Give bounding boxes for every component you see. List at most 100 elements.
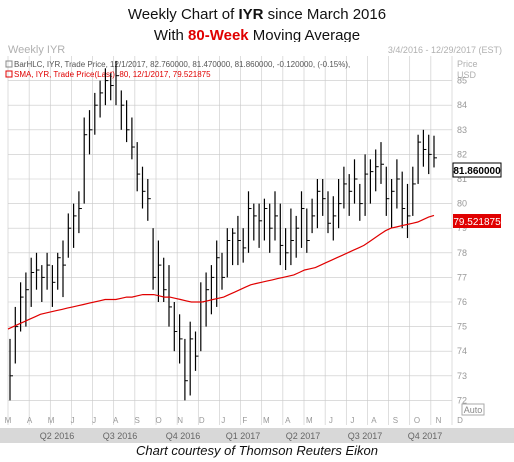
month-tick-label: S <box>134 416 139 425</box>
month-tick-label: A <box>371 416 377 425</box>
chart-title-line-2: With 80-Week Moving Average <box>153 27 361 44</box>
month-tick-label: M <box>306 416 313 425</box>
hlc-bar <box>295 215 300 258</box>
y-tick-label: 81 <box>457 174 467 184</box>
quarter-tick-label: Q4 2016 <box>166 431 201 441</box>
hlc-bar <box>152 228 157 290</box>
hlc-bar <box>184 338 188 401</box>
sma-80-line <box>7 214 435 330</box>
y-tick-label: 84 <box>457 100 467 110</box>
y-tick-label: 76 <box>457 297 467 307</box>
hlc-bar <box>274 191 278 241</box>
price-axis-label: Price <box>457 59 478 69</box>
month-tick-label: S <box>393 416 398 425</box>
hlc-bar <box>327 191 331 234</box>
hlc-bar <box>322 179 326 216</box>
hlc-bar <box>25 272 29 327</box>
hlc-bar <box>94 92 98 135</box>
hlc-bar <box>263 198 268 241</box>
hlc-bar <box>115 60 119 106</box>
month-tick-label: J <box>92 416 96 425</box>
hlc-bar <box>242 228 247 263</box>
hlc-bar <box>125 100 130 143</box>
hlc-bar <box>290 208 294 266</box>
month-tick-label: J <box>221 416 225 425</box>
month-tick-label: M <box>5 416 12 425</box>
legend-sma-text: SMA, IYR, Trade Price(Last), 80, 12/1/20… <box>14 70 211 79</box>
y-tick-label: 85 <box>457 76 467 86</box>
month-tick-label: D <box>457 416 463 425</box>
month-tick-label: J <box>71 416 75 425</box>
y-tick-label: 75 <box>457 322 467 332</box>
y-tick-label: 73 <box>457 371 467 381</box>
quarter-tick-label: Q3 2016 <box>103 431 138 441</box>
hlc-bar <box>14 306 19 364</box>
hlc-bar <box>163 257 167 302</box>
auto-button[interactable] <box>461 403 485 416</box>
hlc-bar <box>364 154 369 216</box>
hlc-bar <box>279 203 284 266</box>
hlc-bar <box>359 183 363 221</box>
hlc-bar <box>226 228 231 278</box>
hlc-bar <box>41 265 45 302</box>
hlc-bar <box>428 134 432 175</box>
hlc-bar <box>221 252 225 290</box>
hlc-bar <box>57 252 61 290</box>
hlc-bar <box>210 265 215 315</box>
auto-button-label: Auto <box>464 405 483 415</box>
hlc-bar <box>247 191 252 253</box>
quarter-labels: Q2 2016 Q3 2016 Q4 2016 Q1 2017 Q2 2017 Q3 20… <box>40 431 443 441</box>
y-tick-label: 80 <box>457 199 467 209</box>
hlc-bar <box>147 179 151 221</box>
legend: BarHLC, IYR, Trade Price, 12/1/2017, 82.… <box>5 60 350 79</box>
hlc-bar <box>46 252 51 290</box>
hlc-bar <box>62 240 66 298</box>
hlc-bar <box>205 272 210 327</box>
hlc-bar <box>338 179 342 229</box>
month-tick-label: J <box>329 416 333 425</box>
month-tick-label: D <box>199 416 205 425</box>
hlc-bar <box>88 110 93 155</box>
month-tick-label: N <box>436 416 442 425</box>
hlc-bar <box>343 166 347 209</box>
month-tick-label: O <box>414 416 420 425</box>
y-tick-label: 74 <box>457 346 467 356</box>
hlc-bar <box>99 80 104 118</box>
y-tick-label: 78 <box>457 248 467 258</box>
chart-header-right: 3/4/2016 - 12/29/2017 (EST) <box>388 45 502 55</box>
month-tick-label: A <box>27 416 33 425</box>
hlc-bar <box>30 257 35 307</box>
hlc-bar <box>216 240 220 307</box>
month-tick-label: O <box>156 416 162 425</box>
sma-value-marker: 79.521875 <box>453 214 501 228</box>
quarter-tick-label: Q4 2017 <box>408 431 443 441</box>
hlc-bar <box>179 314 183 364</box>
hlc-bar <box>104 68 109 106</box>
month-tick-label: F <box>242 416 247 425</box>
hlc-bar <box>391 179 395 229</box>
month-tick-label: M <box>48 416 55 425</box>
time-axis-strip <box>0 428 514 443</box>
chart-title-line-1: Weekly Chart of IYR since March 2016 <box>127 6 387 23</box>
hlc-bar <box>422 129 427 167</box>
hlc-bar <box>385 166 390 216</box>
quarter-tick-label: Q1 2017 <box>226 431 261 441</box>
hlc-bar <box>168 265 172 327</box>
hlc-bar <box>173 302 178 352</box>
hlc-bar <box>396 159 400 209</box>
hlc-bar <box>194 331 199 371</box>
sma-value-text: 79.521875 <box>453 217 501 228</box>
hlc-bar <box>348 174 353 216</box>
hlc-bar <box>412 166 416 216</box>
hlc-bar <box>72 203 77 248</box>
hlc-bar <box>332 196 337 241</box>
hlc-bar <box>120 90 125 130</box>
last-price-box <box>452 162 502 178</box>
hlc-bar <box>433 135 437 168</box>
hlc-bar <box>406 183 411 239</box>
y-tick-label: 77 <box>457 272 467 282</box>
hlc-bar <box>316 179 321 229</box>
hlc-bar <box>35 252 40 290</box>
month-tick-label: J <box>350 416 354 425</box>
